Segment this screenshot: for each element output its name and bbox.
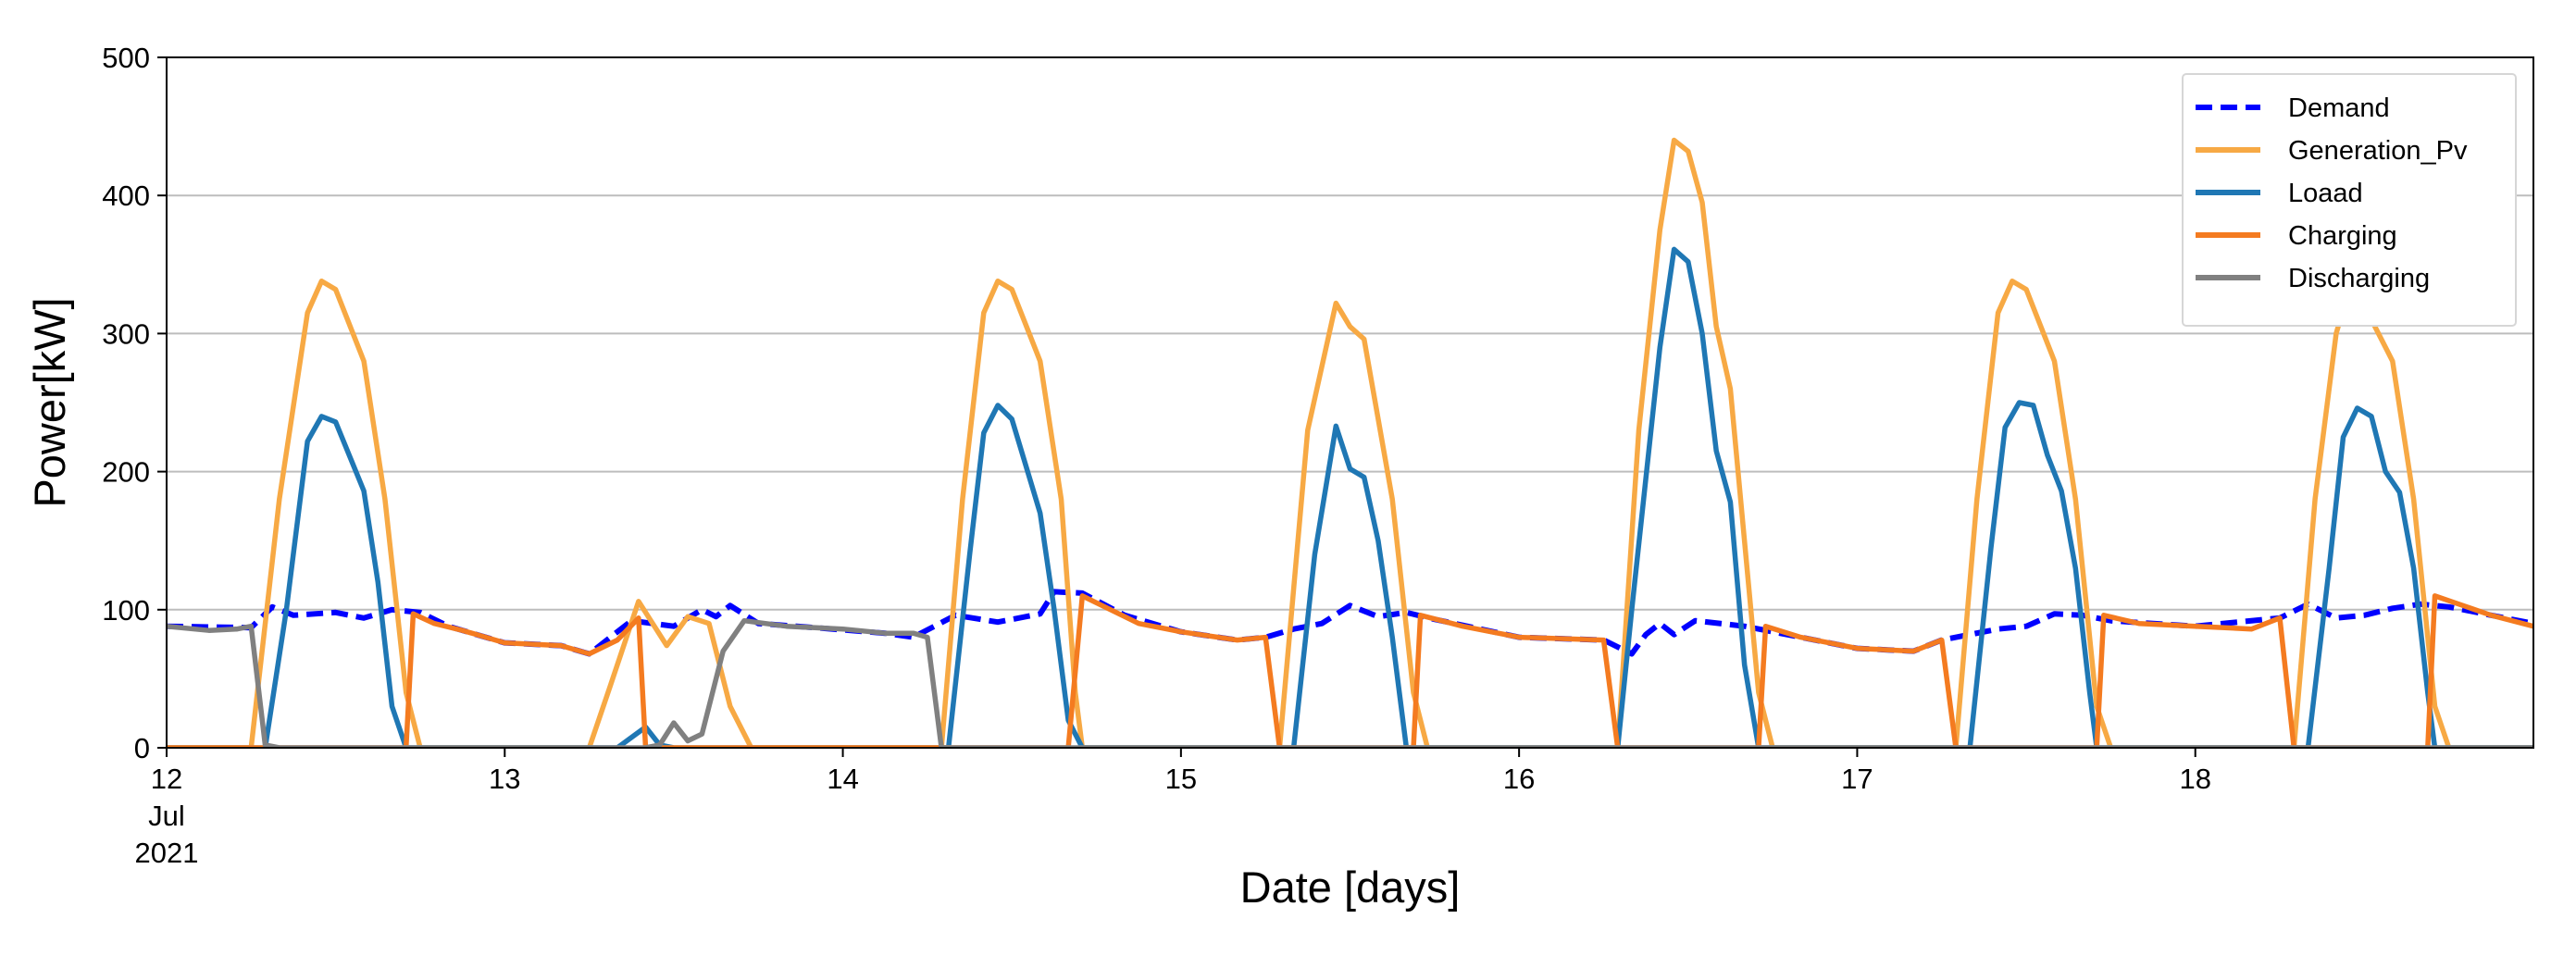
legend-label: Loaad	[2288, 179, 2363, 208]
legend-label: Demand	[2288, 93, 2390, 123]
legend-label: Discharging	[2288, 264, 2430, 293]
series-line-loaad	[167, 246, 2533, 748]
x-tick-label: 16	[1503, 763, 1535, 795]
y-axis-ticks: 0 100 200 300 400 500	[102, 42, 167, 764]
x-tick-label: 17	[1841, 763, 1873, 795]
plot-frame	[166, 56, 2534, 749]
y-tick-label: 0	[134, 732, 150, 764]
x-tick-label: 14	[827, 763, 858, 795]
x-tick-label: 12	[151, 763, 182, 795]
series-lines	[167, 137, 2533, 748]
series-line-generation-pv	[167, 137, 2533, 748]
y-axis-label: Power[kW]	[25, 297, 74, 507]
y-tick-label: 100	[102, 594, 150, 627]
x-tick-label: 13	[489, 763, 520, 795]
x-axis-label: Date [days]	[1240, 863, 1461, 912]
series-line-charging	[167, 593, 2533, 748]
x-tick-label: Jul	[148, 800, 185, 832]
legend: Demand Generation_Pv Loaad Charging Discharg…	[2182, 73, 2517, 327]
series-line-discharging	[167, 617, 2533, 748]
legend-label: Charging	[2288, 221, 2397, 251]
legend-box	[2182, 73, 2517, 327]
y-tick-label: 400	[102, 180, 150, 212]
x-tick-label: 2021	[135, 837, 199, 869]
y-tick-label: 200	[102, 456, 150, 489]
x-tick-label: 15	[1165, 763, 1197, 795]
x-tick-label: 18	[2179, 763, 2210, 795]
x-axis-ticks: 12 Jul 2021 13 14 15 16 17 18	[135, 748, 2211, 869]
y-tick-label: 500	[102, 42, 150, 74]
y-tick-label: 300	[102, 317, 150, 350]
legend-label: Generation_Pv	[2288, 136, 2468, 166]
